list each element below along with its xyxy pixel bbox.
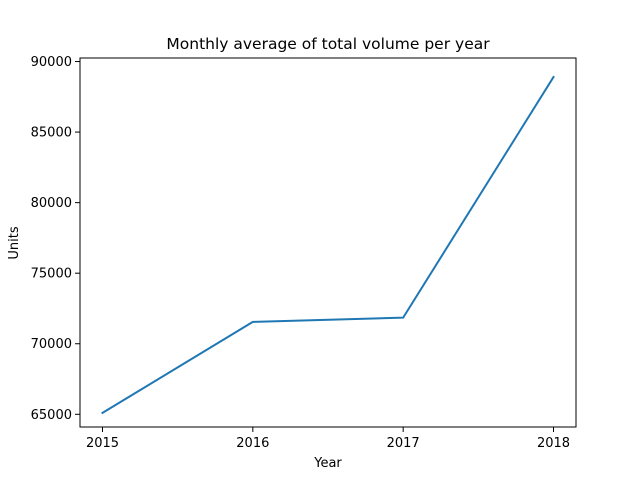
x-tick-label: 2015	[86, 436, 119, 451]
x-tick-label: 2017	[387, 436, 420, 451]
y-tick-label: 75000	[31, 267, 72, 282]
series-layer	[101, 75, 555, 415]
y-tick-label: 80000	[31, 196, 72, 211]
chart-title: Monthly average of total volume per year	[166, 35, 490, 53]
y-axis-label: Units	[7, 226, 22, 259]
plot-area	[79, 57, 577, 428]
y-tick-label: 90000	[31, 55, 72, 70]
x-axis: 2015 2016 2017 2018	[86, 427, 570, 451]
y-tick-label: 65000	[31, 408, 72, 423]
series-line	[101, 75, 555, 415]
x-tick-label: 2018	[537, 436, 570, 451]
y-tick-label: 70000	[31, 337, 72, 352]
x-axis-label: Year	[313, 456, 342, 471]
y-tick-label: 85000	[31, 126, 72, 141]
y-axis: 65000 70000 75000 80000 85000 90000	[31, 55, 80, 423]
x-tick-label: 2016	[236, 436, 269, 451]
plot-frame	[79, 57, 577, 428]
